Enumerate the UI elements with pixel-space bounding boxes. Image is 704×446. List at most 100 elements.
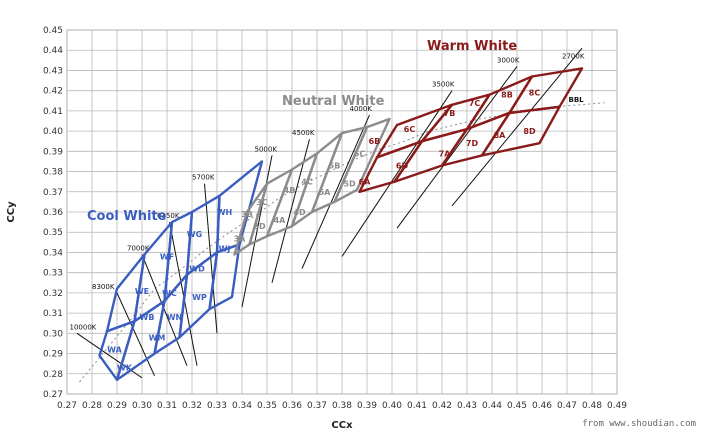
bin-label-5d: 5D [343,180,356,189]
x-tick-label: 0.30 [132,401,152,411]
bin-label-wp: WP [192,293,207,302]
y-tick-label: 0.39 [43,147,63,157]
x-tick-label: 0.29 [107,401,127,411]
y-tick-label: 0.36 [43,208,63,218]
bin-label-7d: 7D [466,139,479,148]
x-tick-label: 0.49 [607,401,627,411]
group-label: Warm White [427,39,517,54]
x-tick-label: 0.39 [357,401,377,411]
bin-label-wk: WK [117,364,133,373]
isotherm-label: 5700K [192,174,215,182]
y-tick-label: 0.34 [43,248,63,258]
y-tick-label: 0.41 [43,107,63,117]
bin-label-4c: 4C [301,178,313,187]
x-tick-label: 0.45 [507,401,527,411]
group-label: Neutral White [282,94,385,109]
bin-cell [508,67,584,115]
bin-label-4a: 4A [274,216,287,225]
isotherm-label: 7000K [127,244,150,252]
y-tick-label: 0.33 [43,269,63,279]
bin-label-7b: 7B [444,109,456,118]
x-tick-label: 0.35 [257,401,277,411]
isotherm-line [396,66,518,229]
isotherm-line [169,222,198,366]
x-axis-ticks: 0.27 0.28 0.29 0.30 0.31 0.32 0.33 0.34 0.35 0.36… [57,401,627,411]
y-tick-label: 0.45 [43,26,63,36]
isotherm-label: 4000K [350,105,373,113]
x-tick-label: 0.43 [457,401,477,411]
bin-groups: WA WK WE WB WM WF WC WN WG WD WP WH WJ Cool White 3A 3B… [87,39,584,381]
isotherm-label: 8300K [92,283,115,291]
bin-label-wb: WB [140,313,155,322]
x-tick-label: 0.37 [307,401,327,411]
x-tick-label: 0.48 [582,401,602,411]
x-tick-label: 0.41 [407,401,427,411]
isotherm-line [451,47,583,207]
x-tick-label: 0.32 [182,401,202,411]
isotherm-label: 2700K [562,52,585,60]
bin-label-8c: 8C [529,89,541,98]
isotherm-label: 6350K [157,212,180,220]
isotherm-line [241,155,273,308]
watermark-text: from www.shoudian.com [582,419,696,429]
x-tick-label: 0.34 [232,401,252,411]
bin-label-3a: 3A [234,234,247,243]
bin-label-5b: 5B [329,161,341,170]
bin-label-3b: 3B [241,210,253,219]
bin-label-wg: WG [187,230,202,239]
bin-label-wm: WM [149,333,166,342]
y-tick-label: 0.40 [43,127,63,137]
y-tick-label: 0.31 [43,309,63,319]
x-axis-title: CCx [331,420,353,431]
bin-label-wh: WH [217,208,233,217]
y-tick-label: 0.44 [43,46,63,56]
y-tick-label: 0.29 [43,350,63,360]
isotherm-lines: 10000K 8300K 7000K 6350K 5700K 5000K 4500K 4000… [70,47,585,379]
group-label: Cool White [87,209,167,224]
isotherm-label: 4500K [292,129,315,137]
bin-label-we: WE [135,287,149,296]
x-tick-label: 0.36 [282,401,302,411]
isotherm-line [141,254,188,366]
y-axis-title: CCy [6,201,17,223]
isotherm-line [116,292,155,377]
bin-label-8d: 8D [523,127,536,136]
bin-label-5a: 5A [319,188,332,197]
x-tick-label: 0.44 [482,401,502,411]
isotherm-line [301,114,370,269]
watermark: from www.shoudian.com [548,417,696,431]
bin-label-wf: WF [160,252,174,261]
bin-label-4b: 4B [284,186,296,195]
bin-label-wn: WN [167,313,183,322]
bin-label-wj: WJ [219,244,231,253]
isotherm-label: 10000K [70,323,97,331]
bin-label-6a: 6A [359,178,372,187]
x-tick-label: 0.38 [332,401,352,411]
bin-label-5c: 5C [354,149,366,158]
bin-label-8b: 8B [501,91,513,100]
x-tick-label: 0.46 [532,401,552,411]
isotherm-line [341,90,453,257]
y-tick-label: 0.27 [43,390,63,400]
y-tick-label: 0.32 [43,289,63,299]
bin-label-6d: 6D [396,161,409,170]
bin-cell [215,160,264,254]
bin-label-7c: 7C [469,99,481,108]
isotherm-label: 5000K [255,145,278,153]
group-cool-white: WA WK WE WB WM WF WC WN WG WD WP WH WJ Cool White [87,160,264,381]
bin-label-3c: 3C [256,198,268,207]
y-tick-label: 0.42 [43,87,63,97]
isotherm-label: 3000K [497,56,520,64]
bin-cell [333,117,391,204]
y-axis-ticks: 0.27 0.28 0.29 0.30 0.31 0.32 0.33 0.34 0.35 0.36… [43,26,63,400]
y-tick-label: 0.43 [43,66,63,76]
bin-label-wc: WC [162,289,177,298]
isotherm-label: 3500K [432,81,455,89]
bin-label-6c: 6C [404,125,416,134]
bin-label-6b: 6B [369,137,381,146]
x-tick-label: 0.40 [382,401,402,411]
y-tick-label: 0.35 [43,228,63,238]
bin-label-wd: WD [189,265,205,274]
bin-label-7a: 7A [439,149,452,158]
